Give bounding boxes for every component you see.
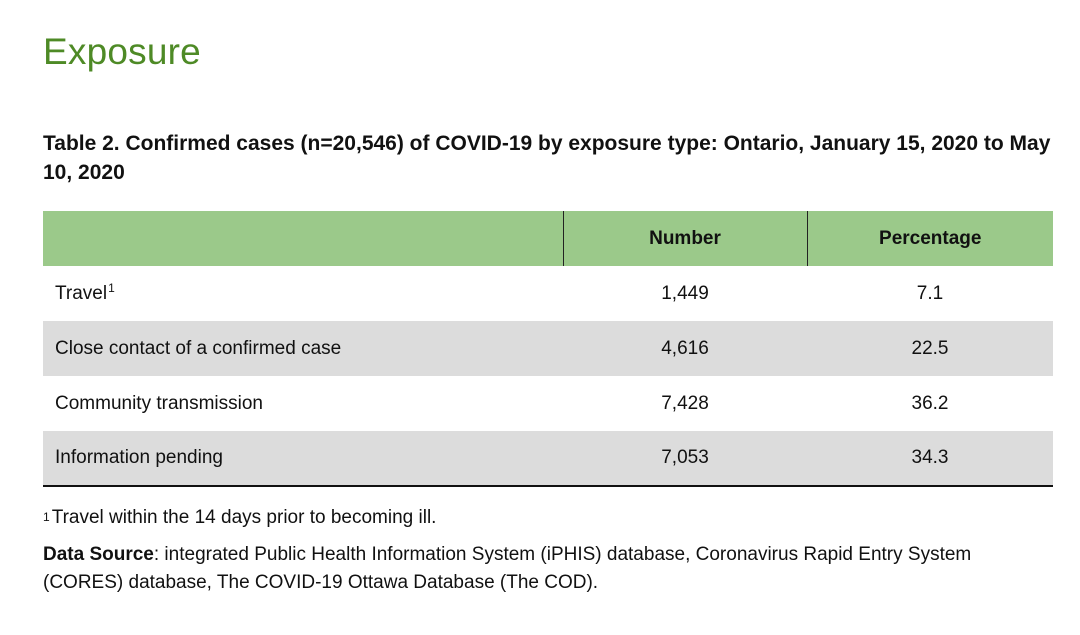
number-cell: 7,428 — [661, 392, 709, 414]
percentage-cell: 34.3 — [807, 431, 1053, 487]
row-label: Close contact of a confirmed case — [55, 337, 342, 359]
footnote-mark: 1 — [43, 510, 50, 524]
number-cell: 4,616 — [661, 337, 709, 359]
number-cell: 1,449 — [661, 282, 709, 304]
table-row: Close contact of a confirmed case 4,616 … — [43, 321, 1053, 376]
column-header-exposure-type — [43, 211, 563, 266]
table-header-row: Number Percentage — [43, 211, 1053, 266]
data-source-label: Data Source — [43, 544, 154, 565]
row-label: Community transmission — [55, 392, 263, 414]
data-source-text: : integrated Public Health Information S… — [43, 544, 972, 593]
row-label: Travel — [55, 282, 108, 304]
percentage-cell: 22.5 — [911, 337, 949, 359]
column-header-percentage: Percentage — [806, 211, 1053, 266]
percentage-cell: 36.2 — [911, 392, 949, 414]
section-heading: Exposure — [43, 31, 201, 72]
exposure-type-cell: Community transmission — [43, 376, 563, 431]
footnote-text: Travel within the 14 days prior to becom… — [51, 507, 437, 528]
table-row: Travel1 1,449 7.1 — [43, 266, 1053, 321]
number-cell: 7,053 — [563, 431, 807, 487]
exposure-type-cell: Information pending — [43, 431, 563, 487]
table-row: Community transmission 7,428 36.2 — [43, 376, 1053, 431]
table-row: Information pending 7,053 34.3 — [43, 431, 1053, 487]
data-source-note: Data Source: integrated Public Health In… — [43, 541, 1043, 597]
table-title: Table 2. Confirmed cases (n=20,546) of C… — [43, 132, 1051, 184]
exposure-table: Number Percentage Travel1 1,449 7.1 Clos… — [43, 211, 1053, 487]
row-label: Information pending — [55, 447, 223, 468]
exposure-type-cell: Close contact of a confirmed case — [43, 321, 563, 376]
table-footnote: 1 Travel within the 14 days prior to beco… — [43, 505, 436, 531]
exposure-type-cell: Travel1 — [43, 266, 563, 321]
column-header-number: Number — [562, 211, 807, 266]
percentage-cell: 7.1 — [916, 282, 944, 304]
footnote-superscript: 1 — [108, 280, 115, 295]
